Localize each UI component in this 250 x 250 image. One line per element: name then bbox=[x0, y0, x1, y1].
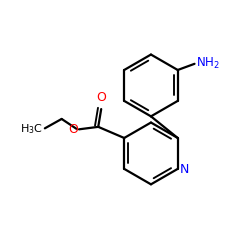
Text: O: O bbox=[96, 91, 106, 104]
Text: H$_3$C: H$_3$C bbox=[20, 122, 43, 136]
Text: N: N bbox=[180, 163, 190, 176]
Text: NH$_2$: NH$_2$ bbox=[196, 56, 219, 71]
Text: O: O bbox=[68, 122, 78, 136]
